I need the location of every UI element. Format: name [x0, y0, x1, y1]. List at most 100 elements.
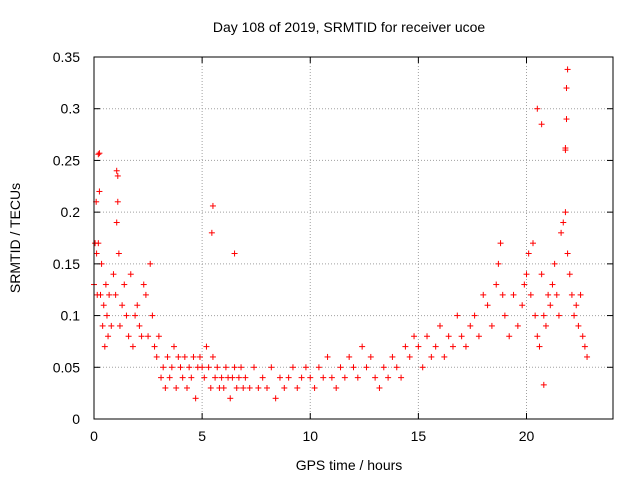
x-tick-label: 0: [90, 428, 98, 444]
data-point: [562, 209, 569, 216]
data-points: [91, 66, 591, 402]
data-point: [575, 322, 582, 329]
data-point: [328, 374, 335, 381]
data-point: [424, 333, 431, 340]
data-point: [324, 353, 331, 360]
data-point: [281, 384, 288, 391]
data-point: [525, 250, 532, 257]
data-point: [177, 364, 184, 371]
data-point: [181, 353, 188, 360]
data-point: [145, 333, 152, 340]
data-point: [212, 374, 219, 381]
data-point: [573, 302, 580, 309]
data-point: [558, 229, 565, 236]
data-point: [454, 312, 461, 319]
data-point: [551, 260, 558, 267]
data-point: [201, 374, 208, 381]
data-point: [563, 85, 570, 92]
data-point: [510, 291, 517, 298]
y-axis-label: SRMTID / TECUs: [7, 183, 23, 293]
data-point: [523, 271, 530, 278]
data-point: [298, 374, 305, 381]
data-point: [132, 312, 139, 319]
data-point: [534, 333, 541, 340]
data-point: [229, 374, 236, 381]
data-point: [115, 250, 122, 257]
data-point: [467, 322, 474, 329]
data-point: [259, 374, 266, 381]
data-point: [255, 384, 262, 391]
data-point: [534, 105, 541, 112]
data-point: [105, 333, 112, 340]
data-point: [113, 219, 120, 226]
data-point: [242, 374, 249, 381]
data-point: [251, 364, 258, 371]
data-point: [268, 364, 275, 371]
data-point: [125, 333, 132, 340]
y-tick-label: 0.15: [53, 256, 80, 272]
data-point: [134, 302, 141, 309]
data-point: [209, 202, 216, 209]
data-point: [168, 364, 175, 371]
data-point: [199, 364, 206, 371]
data-point: [497, 240, 504, 247]
data-point: [209, 353, 216, 360]
chart-title: Day 108 of 2019, SRMTID for receiver uco…: [213, 19, 486, 35]
data-point: [411, 333, 418, 340]
data-point: [93, 250, 100, 257]
data-point: [359, 343, 366, 350]
axis-ticks: 0 5 10 15 20 0 0.05 0.1 0.15 0.2 0.25 0.3 0.35: [53, 49, 613, 444]
data-point: [449, 343, 456, 350]
data-point: [547, 302, 554, 309]
data-point: [385, 374, 392, 381]
x-tick-label: 20: [519, 428, 535, 444]
data-point: [149, 312, 156, 319]
data-point: [363, 364, 370, 371]
data-point: [208, 229, 215, 236]
data-point: [160, 364, 167, 371]
data-point: [203, 343, 210, 350]
data-point: [302, 364, 309, 371]
data-point: [480, 291, 487, 298]
data-point: [564, 66, 571, 73]
data-point: [235, 374, 242, 381]
data-point: [540, 312, 547, 319]
data-point: [542, 322, 549, 329]
data-point: [549, 281, 556, 288]
data-point: [238, 364, 245, 371]
y-tick-label: 0.05: [53, 359, 80, 375]
data-point: [337, 364, 344, 371]
data-point: [114, 198, 121, 205]
data-point: [484, 302, 491, 309]
data-point: [164, 353, 171, 360]
data-point: [110, 271, 117, 278]
data-point: [493, 281, 500, 288]
plot-frame: [93, 56, 614, 420]
data-point: [415, 343, 422, 350]
data-point: [205, 364, 212, 371]
data-point: [116, 322, 123, 329]
data-point: [488, 322, 495, 329]
data-point: [106, 291, 113, 298]
data-point: [514, 322, 521, 329]
data-point: [129, 343, 136, 350]
data-point: [190, 353, 197, 360]
data-point: [566, 271, 573, 278]
data-point: [222, 364, 229, 371]
data-point: [233, 384, 240, 391]
data-point: [367, 353, 374, 360]
data-point: [441, 353, 448, 360]
data-point: [95, 240, 102, 247]
y-tick-label: 0.3: [61, 101, 81, 117]
data-point: [499, 291, 506, 298]
data-point: [354, 374, 361, 381]
data-point: [142, 291, 149, 298]
data-point: [521, 281, 528, 288]
data-point: [346, 353, 353, 360]
data-point: [545, 291, 552, 298]
data-point: [101, 343, 108, 350]
data-point: [581, 343, 588, 350]
data-point: [113, 167, 120, 174]
